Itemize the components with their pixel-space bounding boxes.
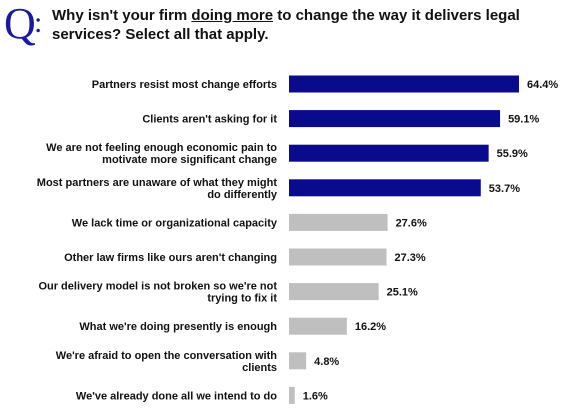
category-label-line: clients xyxy=(242,362,277,374)
bar xyxy=(289,283,379,301)
bar xyxy=(289,179,481,197)
category-label: Other law firms like ours aren't changin… xyxy=(64,252,277,264)
bar xyxy=(289,317,347,335)
value-label: 16.2% xyxy=(355,321,386,333)
category-label-line: Our delivery model is not broken so we'r… xyxy=(38,281,277,293)
category-label-line: trying to fix it xyxy=(207,293,277,305)
category-label: Most partners are unaware of what they m… xyxy=(37,177,278,201)
value-label: 64.4% xyxy=(527,79,558,91)
category-label-line: We lack time or organizational capacity xyxy=(72,217,278,229)
question-marker: Q xyxy=(4,0,36,48)
value-label: 27.6% xyxy=(396,217,427,229)
bar xyxy=(289,386,295,404)
value-label: 25.1% xyxy=(387,287,418,299)
category-label-line: motivate more significant change xyxy=(102,154,277,166)
category-label: We are not feeling enough economic pain … xyxy=(46,142,277,166)
value-label: 55.9% xyxy=(497,148,528,160)
category-label-line: We're afraid to open the conversation wi… xyxy=(56,350,278,362)
category-label: Partners resist most change efforts xyxy=(92,79,277,91)
category-label-line: do differently xyxy=(207,189,278,201)
value-label: 53.7% xyxy=(489,183,520,195)
category-label: What we're doing presently is enough xyxy=(79,321,277,333)
question-marker-colon: : xyxy=(34,6,43,39)
question-header: Q : Why isn't your firm doing more to ch… xyxy=(0,0,584,60)
question-text-emphasis: doing more xyxy=(191,7,274,24)
bar xyxy=(289,110,501,128)
category-label-line: Partners resist most change efforts xyxy=(92,79,277,91)
category-label-line: Other law firms like ours aren't changin… xyxy=(64,252,277,264)
value-label: 59.1% xyxy=(508,114,539,126)
category-label: Clients aren't asking for it xyxy=(142,114,277,126)
bar xyxy=(289,75,519,93)
category-label: Our delivery model is not broken so we'r… xyxy=(38,281,277,305)
bar xyxy=(289,144,489,162)
category-label-line: We are not feeling enough economic pain … xyxy=(46,142,277,154)
category-label-line: We've already done all we intend to do xyxy=(76,390,277,402)
bar xyxy=(289,213,388,231)
category-label: We lack time or organizational capacity xyxy=(72,217,278,229)
category-label: We're afraid to open the conversation wi… xyxy=(56,350,278,374)
category-label-line: Most partners are unaware of what they m… xyxy=(37,177,278,189)
category-label: We've already done all we intend to do xyxy=(76,390,277,402)
bar xyxy=(289,248,387,266)
bar xyxy=(289,352,307,370)
category-label-line: Clients aren't asking for it xyxy=(142,114,277,126)
value-label: 1.6% xyxy=(303,390,328,402)
question-text-end: to change the way it delivers legal serv… xyxy=(52,7,520,43)
question-text: Why isn't your firm doing more to change… xyxy=(52,6,582,44)
value-label: 4.8% xyxy=(314,356,339,368)
question-text-start: Why isn't your firm xyxy=(52,7,192,24)
category-label-line: What we're doing presently is enough xyxy=(79,321,277,333)
value-label: 27.3% xyxy=(395,252,426,264)
